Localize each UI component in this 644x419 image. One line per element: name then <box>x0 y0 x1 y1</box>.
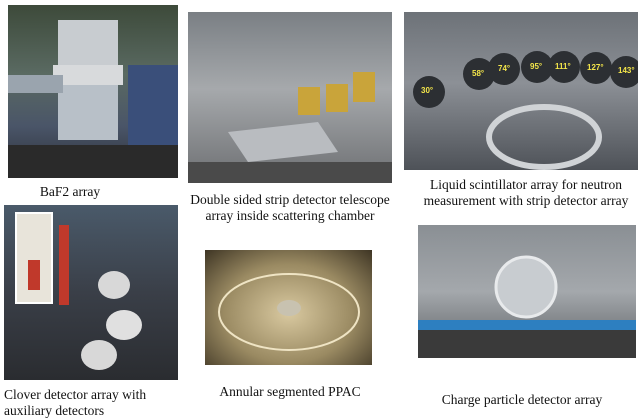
angle-label: 127° <box>587 63 604 72</box>
caption: Charge particle detector array <box>442 392 603 408</box>
angle-label: 74° <box>498 64 510 73</box>
caption-line: Double sided strip detector telescope <box>190 192 389 208</box>
photo-ppac <box>205 250 372 365</box>
photo-art <box>4 205 178 380</box>
caption-line: Liquid scintillator array for neutron <box>424 177 629 193</box>
photo-baf2 <box>8 5 178 178</box>
caption: BaF2 array <box>40 184 100 200</box>
photo-charge-particle <box>418 225 636 358</box>
photo-art <box>404 12 638 170</box>
angle-label: 111° <box>555 62 571 71</box>
angle-label: 58° <box>472 69 484 78</box>
photo-art <box>188 12 392 183</box>
photo-clover <box>4 205 178 380</box>
angle-label: 143° <box>618 66 635 75</box>
caption: Clover detector array with auxiliary det… <box>4 387 146 419</box>
photo-art <box>8 5 178 178</box>
caption-line: array inside scattering chamber <box>190 208 389 224</box>
caption-line: auxiliary detectors <box>4 403 146 419</box>
photo-art <box>205 250 372 365</box>
caption: Liquid scintillator array for neutron me… <box>424 177 629 209</box>
angle-label: 30° <box>421 86 433 95</box>
photo-scintillator <box>404 12 638 170</box>
caption-line: Clover detector array with <box>4 387 146 403</box>
caption: Double sided strip detector telescope ar… <box>190 192 389 224</box>
caption-line: measurement with strip detector array <box>424 193 629 209</box>
caption: Annular segmented PPAC <box>219 384 360 400</box>
figure: BaF2 array Double sided strip detector t… <box>0 0 644 419</box>
photo-strip-detector <box>188 12 392 183</box>
photo-art <box>418 225 636 358</box>
angle-label: 95° <box>530 62 542 71</box>
